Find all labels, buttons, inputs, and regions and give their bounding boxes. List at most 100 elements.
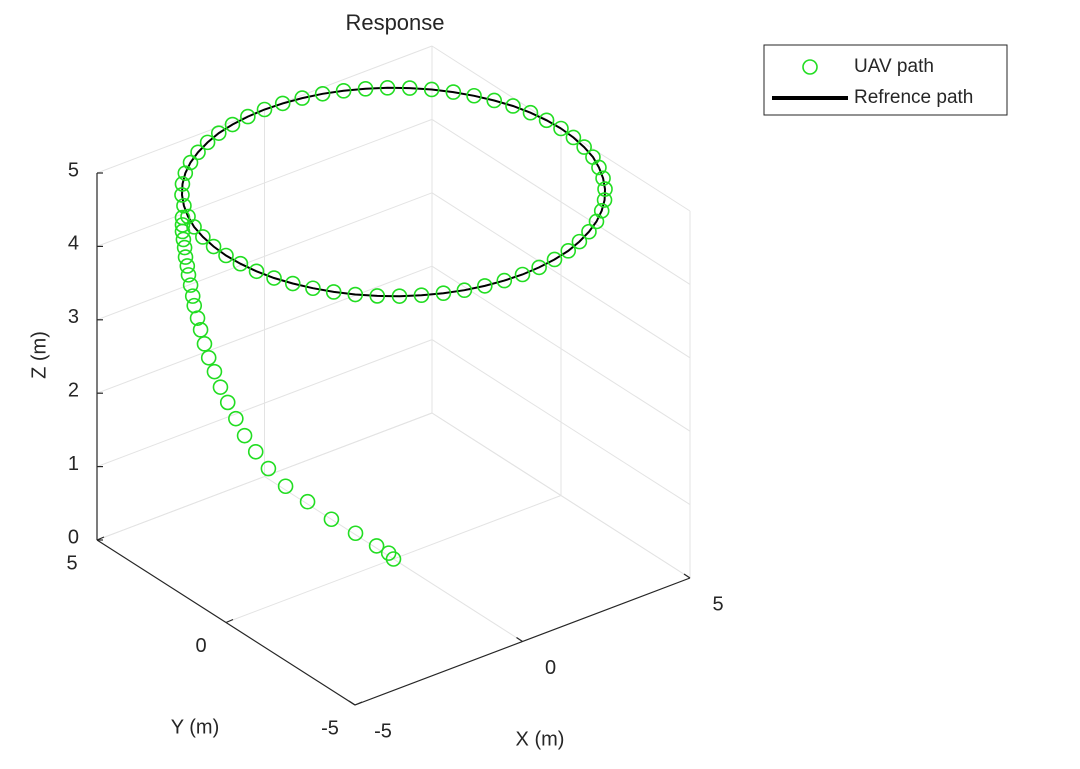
legend-marker: [802, 59, 818, 75]
uav-marker: [560, 243, 577, 259]
uav-marker: [266, 270, 282, 286]
uav-marker: [581, 223, 597, 240]
uav-marker: [477, 278, 493, 294]
uav-marker: [546, 251, 563, 268]
uav-marker: [184, 288, 201, 304]
reference-line: [180, 86, 607, 298]
legend: UAV path Refrence path: [763, 44, 1008, 116]
z-tick-label: 2: [68, 379, 79, 401]
uav-marker: [277, 478, 294, 495]
uav-marker: [576, 139, 592, 155]
z-axis-label: Z (m): [28, 331, 50, 379]
x-tick: [348, 700, 356, 706]
uav-marker: [401, 80, 418, 96]
uav-marker: [380, 545, 397, 561]
uav-marker: [522, 104, 539, 121]
uav-marker: [369, 288, 386, 304]
x-tick-label: 5: [712, 593, 723, 615]
y-tick: [96, 536, 105, 541]
x-tick: [516, 637, 523, 642]
uav-marker: [180, 267, 197, 283]
grid-line: [96, 339, 433, 468]
uav-marker: [323, 511, 340, 528]
x-axis-label: X (m): [516, 728, 565, 750]
grid-line: [431, 339, 691, 506]
legend-label: UAV path: [854, 56, 934, 77]
y-tick: [225, 618, 234, 624]
uav-marker: [445, 84, 462, 100]
z-tick-label: 5: [68, 159, 79, 181]
uav-marker: [199, 134, 216, 151]
uav-marker: [314, 85, 331, 102]
uav-marker: [505, 98, 521, 114]
uav-marker: [205, 238, 222, 255]
uav-marker: [391, 288, 408, 304]
grid-line: [96, 265, 433, 394]
grid-line: [96, 192, 433, 321]
chart-title: Response: [345, 10, 444, 35]
uav-marker: [514, 266, 531, 283]
x-tick-label: 0: [545, 657, 556, 679]
uav-marker: [232, 255, 249, 272]
uav-marker: [177, 249, 194, 265]
grid-line: [96, 118, 433, 247]
uav-marker: [466, 87, 482, 104]
uav-marker: [294, 90, 310, 106]
uav-marker: [179, 258, 196, 274]
uav-marker: [486, 92, 503, 109]
uav-marker: [347, 525, 364, 542]
y-tick: [354, 701, 363, 706]
z-tick-label: 1: [68, 453, 79, 475]
uav-marker: [299, 493, 316, 510]
uav-marker: [236, 427, 253, 444]
uav-marker: [597, 181, 613, 197]
uav-marker: [206, 363, 223, 380]
uav-marker: [538, 112, 555, 129]
z-tick-label: 4: [68, 233, 79, 255]
grid-line: [431, 118, 691, 285]
uav-marker: [228, 410, 244, 427]
uav-marker: [347, 286, 364, 303]
uav-marker: [596, 192, 613, 208]
uav-marker: [379, 80, 396, 96]
uav-marker: [219, 394, 236, 411]
uav-marker: [256, 101, 273, 118]
uav-marker: [413, 287, 430, 303]
legend-label: Refrence path: [854, 87, 973, 108]
uav-marker: [496, 272, 513, 289]
uav-marker: [284, 275, 301, 292]
uav-marker: [218, 247, 234, 264]
uav-marker: [212, 379, 229, 395]
uav-marker: [247, 443, 264, 460]
z-tick-label: 0: [68, 526, 79, 548]
uav-marker: [553, 120, 569, 137]
uav-marker: [174, 217, 191, 233]
y-axis-label: Y (m): [171, 716, 220, 738]
uav-marker: [240, 108, 256, 125]
uav-marker: [435, 285, 452, 301]
y-tick-label: 5: [66, 552, 77, 574]
z-tick-label: 3: [68, 306, 79, 328]
uav-marker: [335, 83, 352, 99]
uav-marker: [174, 176, 191, 192]
uav-marker: [305, 280, 321, 297]
x-tick: [683, 573, 691, 579]
uav-marker: [571, 233, 588, 250]
uav-marker: [196, 336, 213, 352]
uav-marker: [248, 263, 265, 280]
uav-marker: [186, 297, 203, 314]
uav-marker: [177, 165, 194, 181]
grid-line: [431, 412, 691, 579]
uav-marker: [176, 197, 192, 214]
uav-marker: [456, 282, 473, 299]
uav-marker: [192, 322, 209, 338]
uav-marker: [595, 170, 611, 187]
uav-marker: [195, 229, 211, 245]
grid-line: [96, 412, 433, 541]
legend-box: [763, 44, 1008, 116]
uav-marker: [585, 149, 601, 165]
uav-marker: [186, 219, 202, 235]
uav-marker: [565, 129, 582, 146]
uav-marker: [200, 349, 217, 366]
uav-marker: [224, 116, 241, 133]
